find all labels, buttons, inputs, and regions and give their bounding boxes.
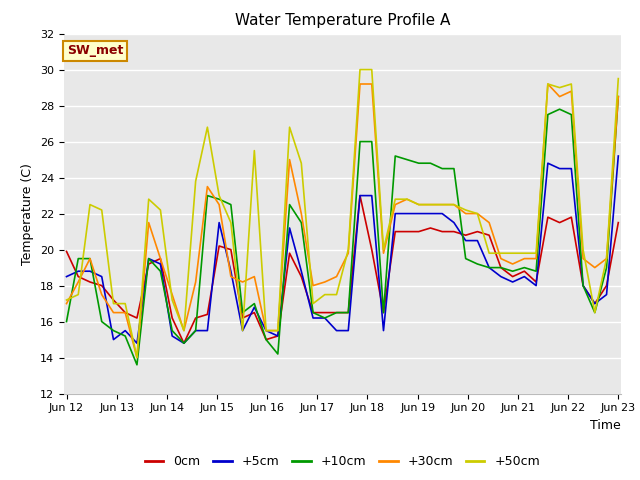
X-axis label: Time: Time <box>590 419 621 432</box>
Title: Water Temperature Profile A: Water Temperature Profile A <box>235 13 450 28</box>
Legend: 0cm, +5cm, +10cm, +30cm, +50cm: 0cm, +5cm, +10cm, +30cm, +50cm <box>140 450 545 473</box>
Y-axis label: Temperature (C): Temperature (C) <box>22 163 35 264</box>
Text: SW_met: SW_met <box>67 44 123 58</box>
